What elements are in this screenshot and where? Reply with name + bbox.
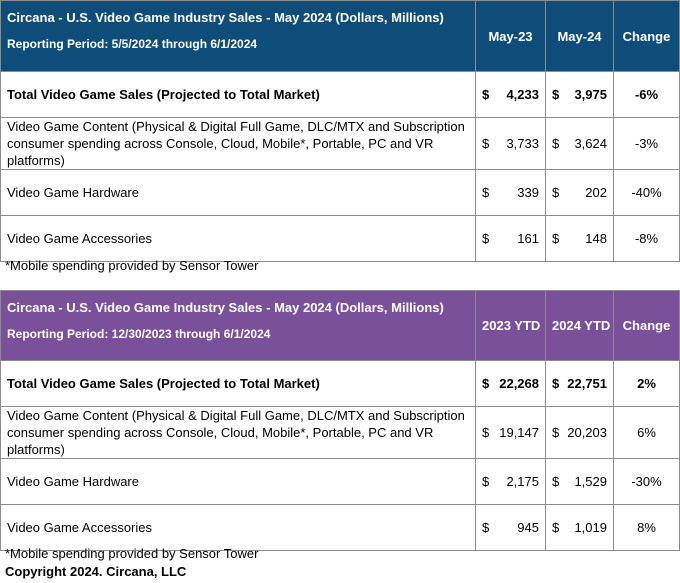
value-current: 148 [585, 231, 607, 246]
row-label: Video Game Content (Physical & Digital F… [0, 406, 476, 459]
currency-symbol: $ [482, 136, 490, 151]
table-row: Total Video Game Sales (Projected to Tot… [0, 360, 680, 407]
footnote-mobile: *Mobile spending provided by Sensor Towe… [5, 546, 259, 561]
currency-symbol: $ [482, 185, 490, 200]
currency-symbol: $ [552, 231, 560, 246]
value-change: -8% [613, 215, 680, 262]
col-header-prior: May-23 [475, 0, 546, 72]
value-change: 8% [613, 504, 680, 551]
value-change: -40% [613, 169, 680, 216]
value-prior: 2,175 [506, 474, 539, 489]
value-current: 1,529 [574, 474, 607, 489]
col-header-change: Change [613, 0, 680, 72]
col-header-current: 2024 YTD [545, 290, 614, 361]
table-row: Video Game Hardware $2,175 $1,529 -30% [0, 458, 680, 505]
value-prior: 4,233 [506, 87, 539, 102]
value-change: 6% [613, 406, 680, 459]
table-title: Circana - U.S. Video Game Industry Sales… [7, 300, 444, 315]
row-label: Total Video Game Sales (Projected to Tot… [0, 360, 476, 407]
value-prior: 161 [517, 231, 539, 246]
copyright-notice: Copyright 2024. Circana, LLC [5, 564, 187, 579]
value-change: -3% [613, 117, 680, 170]
sales-table-ytd: Circana - U.S. Video Game Industry Sales… [0, 290, 680, 551]
row-label: Total Video Game Sales (Projected to Tot… [0, 71, 476, 118]
value-prior: 3,733 [506, 136, 539, 151]
table-title: Circana - U.S. Video Game Industry Sales… [7, 10, 444, 25]
col-header-change: Change [613, 290, 680, 361]
footnote-mobile: *Mobile spending provided by Sensor Towe… [5, 258, 259, 273]
row-label: Video Game Accessories [0, 215, 476, 262]
currency-symbol: $ [552, 376, 560, 391]
col-header-prior: 2023 YTD [475, 290, 546, 361]
value-current: 202 [585, 185, 607, 200]
currency-symbol: $ [482, 376, 490, 391]
currency-symbol: $ [482, 425, 490, 440]
currency-symbol: $ [552, 425, 560, 440]
row-label: Video Game Hardware [0, 169, 476, 216]
value-current: 20,203 [567, 425, 607, 440]
currency-symbol: $ [552, 185, 560, 200]
currency-symbol: $ [552, 87, 560, 102]
value-prior: 339 [517, 185, 539, 200]
reporting-period: Reporting Period: 12/30/2023 through 6/1… [7, 327, 271, 341]
currency-symbol: $ [482, 474, 490, 489]
table-row: Video Game Accessories $161 $148 -8% [0, 215, 680, 262]
table-row: Video Game Content (Physical & Digital F… [0, 117, 680, 170]
value-prior: 22,268 [499, 376, 539, 391]
row-label: Video Game Hardware [0, 458, 476, 505]
currency-symbol: $ [482, 520, 490, 535]
sales-table-may: Circana - U.S. Video Game Industry Sales… [0, 0, 680, 262]
reporting-period: Reporting Period: 5/5/2024 through 6/1/2… [7, 37, 258, 51]
currency-symbol: $ [482, 87, 490, 102]
row-label: Video Game Content (Physical & Digital F… [0, 117, 476, 170]
table-row: Video Game Accessories $945 $1,019 8% [0, 504, 680, 551]
value-prior: 945 [517, 520, 539, 535]
table-row: Video Game Hardware $339 $202 -40% [0, 169, 680, 216]
value-change: -6% [613, 71, 680, 118]
table-row: Video Game Content (Physical & Digital F… [0, 406, 680, 459]
currency-symbol: $ [482, 231, 490, 246]
value-prior: 19,147 [499, 425, 539, 440]
row-label: Video Game Accessories [0, 504, 476, 551]
col-header-current: May-24 [545, 0, 614, 72]
value-change: -30% [613, 458, 680, 505]
currency-symbol: $ [552, 136, 560, 151]
value-current: 3,624 [574, 136, 607, 151]
value-change: 2% [613, 360, 680, 407]
table-row: Total Video Game Sales (Projected to Tot… [0, 71, 680, 118]
value-current: 3,975 [574, 87, 607, 102]
table-header-title-cell: Circana - U.S. Video Game Industry Sales… [0, 290, 476, 361]
value-current: 22,751 [567, 376, 607, 391]
value-current: 1,019 [574, 520, 607, 535]
currency-symbol: $ [552, 474, 560, 489]
currency-symbol: $ [552, 520, 560, 535]
table-header-title-cell: Circana - U.S. Video Game Industry Sales… [0, 0, 476, 72]
